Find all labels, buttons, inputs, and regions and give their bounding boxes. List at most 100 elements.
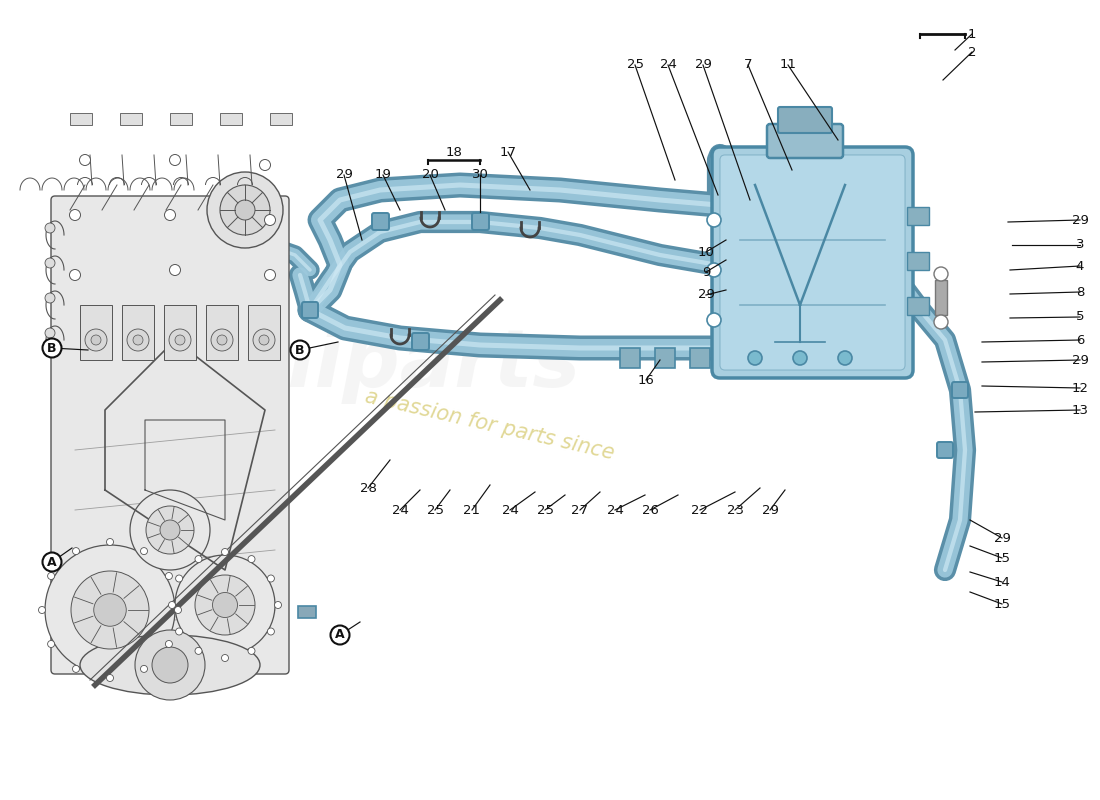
Circle shape xyxy=(264,214,275,226)
Text: B: B xyxy=(47,342,57,354)
Circle shape xyxy=(267,575,274,582)
Circle shape xyxy=(69,270,80,281)
FancyBboxPatch shape xyxy=(51,196,289,674)
Text: 20: 20 xyxy=(421,169,439,182)
Circle shape xyxy=(169,329,191,351)
Circle shape xyxy=(169,154,180,166)
FancyBboxPatch shape xyxy=(952,382,968,398)
Text: B: B xyxy=(295,343,305,357)
Text: 15: 15 xyxy=(993,598,1011,610)
Circle shape xyxy=(258,335,270,345)
Circle shape xyxy=(217,335,227,345)
Circle shape xyxy=(748,351,762,365)
Text: 24: 24 xyxy=(660,58,676,71)
Circle shape xyxy=(45,223,55,233)
Circle shape xyxy=(195,556,202,562)
Bar xyxy=(935,280,947,315)
Circle shape xyxy=(168,602,176,609)
Circle shape xyxy=(176,628,183,635)
Text: 12: 12 xyxy=(1071,382,1089,394)
Circle shape xyxy=(91,335,101,345)
Text: 29: 29 xyxy=(694,58,712,71)
Circle shape xyxy=(85,329,107,351)
Text: 29: 29 xyxy=(1071,214,1088,226)
Text: 23: 23 xyxy=(726,503,744,517)
Bar xyxy=(620,348,640,368)
Text: 10: 10 xyxy=(697,246,714,258)
Circle shape xyxy=(707,263,721,277)
Text: 6: 6 xyxy=(1076,334,1085,346)
Circle shape xyxy=(165,641,173,647)
FancyBboxPatch shape xyxy=(472,213,490,230)
Bar xyxy=(690,348,710,368)
Circle shape xyxy=(133,335,143,345)
Text: 24: 24 xyxy=(502,503,518,517)
Circle shape xyxy=(248,647,255,654)
Circle shape xyxy=(72,571,148,649)
Circle shape xyxy=(264,270,275,281)
Circle shape xyxy=(290,341,309,359)
Bar xyxy=(908,207,930,225)
Bar xyxy=(122,305,154,360)
Circle shape xyxy=(248,556,255,562)
Circle shape xyxy=(211,329,233,351)
Text: 17: 17 xyxy=(499,146,517,158)
FancyBboxPatch shape xyxy=(372,213,389,230)
Bar xyxy=(170,113,192,125)
Text: 25: 25 xyxy=(537,503,553,517)
Text: 3: 3 xyxy=(1076,238,1085,251)
Text: A: A xyxy=(336,629,344,642)
Bar xyxy=(70,113,92,125)
Circle shape xyxy=(275,602,282,609)
Circle shape xyxy=(146,506,194,554)
Circle shape xyxy=(47,573,55,579)
Text: a passion for parts since: a passion for parts since xyxy=(363,386,617,463)
Text: 28: 28 xyxy=(360,482,376,494)
Circle shape xyxy=(707,213,721,227)
Circle shape xyxy=(73,548,79,554)
Text: uniparts: uniparts xyxy=(200,326,580,404)
Text: 4: 4 xyxy=(1076,259,1085,273)
Circle shape xyxy=(175,606,182,614)
Text: 13: 13 xyxy=(1071,403,1089,417)
Circle shape xyxy=(221,549,229,555)
Text: 29: 29 xyxy=(761,503,779,517)
Circle shape xyxy=(267,628,274,635)
Circle shape xyxy=(94,594,126,626)
Bar xyxy=(120,113,142,125)
Ellipse shape xyxy=(80,635,260,695)
Circle shape xyxy=(176,575,183,582)
Text: 30: 30 xyxy=(472,169,488,182)
Circle shape xyxy=(793,351,807,365)
Text: 29: 29 xyxy=(993,531,1011,545)
Circle shape xyxy=(107,674,113,682)
Circle shape xyxy=(45,545,175,675)
Circle shape xyxy=(175,555,275,655)
Text: 2: 2 xyxy=(968,46,977,58)
FancyBboxPatch shape xyxy=(412,333,429,350)
Circle shape xyxy=(39,606,45,614)
Circle shape xyxy=(141,548,147,554)
Circle shape xyxy=(45,293,55,303)
Circle shape xyxy=(235,200,255,220)
Bar xyxy=(248,305,280,360)
Circle shape xyxy=(330,626,350,645)
Circle shape xyxy=(45,328,55,338)
Bar xyxy=(298,606,316,618)
Circle shape xyxy=(838,351,853,365)
FancyBboxPatch shape xyxy=(712,147,913,378)
Circle shape xyxy=(69,210,80,221)
Text: 8: 8 xyxy=(1076,286,1085,298)
Text: 21: 21 xyxy=(463,503,481,517)
FancyBboxPatch shape xyxy=(937,442,953,458)
Text: 15: 15 xyxy=(993,551,1011,565)
FancyBboxPatch shape xyxy=(720,155,905,370)
Bar xyxy=(220,113,242,125)
Text: 26: 26 xyxy=(641,503,659,517)
Bar xyxy=(908,252,930,270)
Circle shape xyxy=(107,538,113,546)
Text: 19: 19 xyxy=(375,169,392,182)
Bar xyxy=(164,305,196,360)
Circle shape xyxy=(45,258,55,268)
Circle shape xyxy=(260,159,271,170)
